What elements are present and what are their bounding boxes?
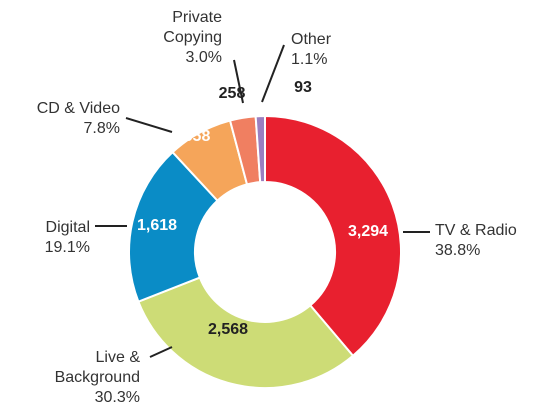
category-name: Live & Background — [54, 349, 140, 386]
category-label: Digital 19.1% — [45, 218, 90, 258]
share-label: 30.3% — [94, 389, 140, 406]
category-label: TV & Radio 38.8% — [435, 221, 517, 261]
share-label: 3.0% — [185, 49, 222, 66]
category-name: Private Copying — [163, 9, 222, 46]
value-label: 2,568 — [208, 321, 248, 338]
value-label: 93 — [294, 79, 312, 96]
category-label: Private Copying 3.0% — [142, 8, 222, 68]
leader-line — [149, 346, 173, 358]
share-label: 7.8% — [83, 120, 120, 137]
value-label: 258 — [219, 85, 246, 102]
category-name: CD & Video — [36, 100, 120, 117]
slice — [254, 114, 266, 184]
value-label: 3,294 — [348, 223, 388, 240]
share-label: 19.1% — [44, 239, 90, 256]
share-label: 38.8% — [435, 242, 481, 259]
slice — [264, 114, 402, 358]
category-label: Other 1.1% — [291, 30, 331, 70]
category-name: Digital — [45, 219, 90, 236]
category-label: Live & Background 30.3% — [40, 348, 140, 408]
value-label: 658 — [184, 128, 211, 145]
value-label: 1,618 — [137, 217, 177, 234]
share-label: 1.1% — [291, 51, 328, 68]
leader-line — [233, 59, 244, 104]
category-name: TV & Radio — [435, 222, 517, 239]
category-name: Other — [291, 31, 332, 48]
slice — [137, 276, 355, 389]
leader-line — [261, 44, 285, 103]
category-label: CD & Video 7.8% — [37, 99, 120, 139]
leader-line — [125, 117, 173, 133]
